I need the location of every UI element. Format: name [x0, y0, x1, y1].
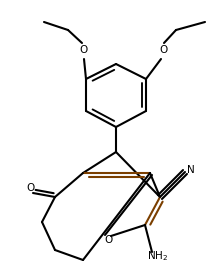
Text: N: N	[187, 165, 195, 175]
Text: O: O	[104, 235, 112, 245]
Text: O: O	[79, 45, 87, 55]
Text: O: O	[159, 45, 167, 55]
Text: NH$_2$: NH$_2$	[147, 249, 169, 263]
Text: O: O	[26, 183, 34, 193]
